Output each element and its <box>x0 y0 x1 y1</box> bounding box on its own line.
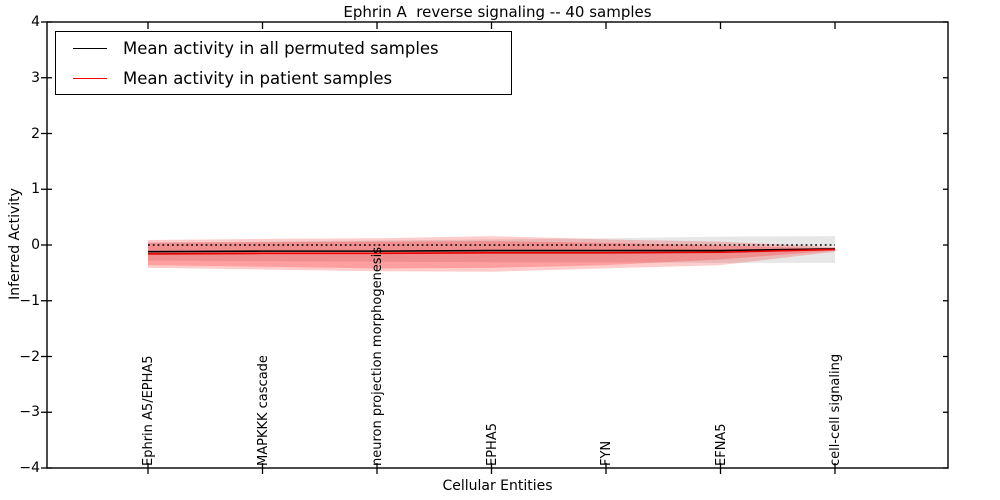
x-tick-label: cell-cell signaling <box>828 353 843 466</box>
legend: Mean activity in all permuted samples Me… <box>55 31 512 95</box>
legend-line-sample-red <box>73 77 107 79</box>
x-tick-label: MAPKKK cascade <box>255 355 271 466</box>
y-tick-label: 4 <box>31 14 40 30</box>
x-tick-label: EPHA5 <box>484 423 500 466</box>
band-2 <box>148 241 835 269</box>
y-tick-label: −1 <box>19 292 40 309</box>
y-tick-label: −2 <box>19 348 40 365</box>
y-tick-label: 1 <box>31 181 40 198</box>
x-tick-label: FYN <box>599 440 614 466</box>
x-tick-label: EFNA5 <box>713 423 729 466</box>
series-line-2 <box>147 248 836 255</box>
legend-label-permuted: Mean activity in all permuted samples <box>123 38 439 58</box>
chart-title: Ephrin A reverse signaling -- 40 samples <box>343 3 652 21</box>
legend-line-sample-black <box>73 47 107 49</box>
series-line-1 <box>147 248 836 253</box>
legend-entry-permuted: Mean activity in all permuted samples <box>56 33 511 63</box>
y-tick-label: −3 <box>19 404 40 421</box>
y-tick-label: 2 <box>31 125 40 142</box>
x-tick-label: Ephrin A5/EPHA5 <box>141 355 156 466</box>
x-tick-label: neuron projection morphogenesis <box>370 247 385 466</box>
legend-entry-patient: Mean activity in patient samples <box>56 63 511 93</box>
y-tick-label: 0 <box>31 237 40 253</box>
x-axis-label: Cellular Entities <box>442 478 553 494</box>
y-tick-label: 3 <box>31 69 40 86</box>
legend-label-patient: Mean activity in patient samples <box>123 68 393 88</box>
y-tick-label: −4 <box>19 460 40 476</box>
band-0 <box>148 236 835 263</box>
